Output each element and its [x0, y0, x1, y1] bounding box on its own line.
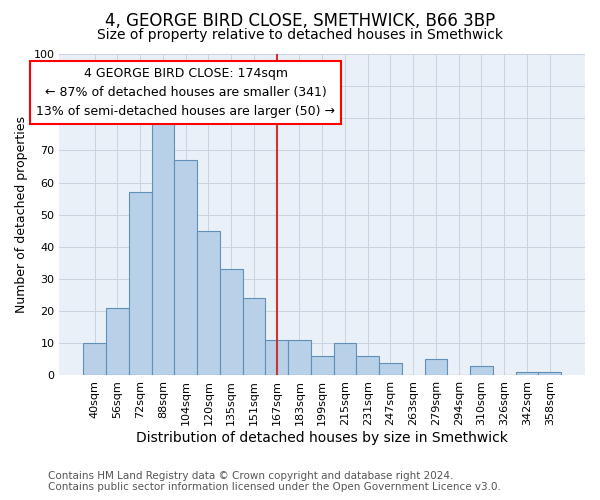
Bar: [220, 270, 242, 376]
Text: Size of property relative to detached houses in Smethwick: Size of property relative to detached ho…: [97, 28, 503, 42]
Bar: [425, 360, 448, 376]
Bar: [334, 344, 356, 376]
Text: Contains HM Land Registry data © Crown copyright and database right 2024.
Contai: Contains HM Land Registry data © Crown c…: [48, 471, 501, 492]
Bar: [242, 298, 265, 376]
Bar: [83, 344, 106, 376]
X-axis label: Distribution of detached houses by size in Smethwick: Distribution of detached houses by size …: [136, 431, 508, 445]
Bar: [152, 115, 175, 376]
Bar: [311, 356, 334, 376]
Bar: [379, 362, 402, 376]
Bar: [129, 192, 152, 376]
Bar: [538, 372, 561, 376]
Text: 4, GEORGE BIRD CLOSE, SMETHWICK, B66 3BP: 4, GEORGE BIRD CLOSE, SMETHWICK, B66 3BP: [105, 12, 495, 30]
Bar: [197, 231, 220, 376]
Bar: [288, 340, 311, 376]
Bar: [106, 308, 129, 376]
Bar: [470, 366, 493, 376]
Bar: [175, 160, 197, 376]
Bar: [265, 340, 288, 376]
Bar: [515, 372, 538, 376]
Y-axis label: Number of detached properties: Number of detached properties: [15, 116, 28, 313]
Text: 4 GEORGE BIRD CLOSE: 174sqm
← 87% of detached houses are smaller (341)
13% of se: 4 GEORGE BIRD CLOSE: 174sqm ← 87% of det…: [36, 67, 335, 118]
Bar: [356, 356, 379, 376]
